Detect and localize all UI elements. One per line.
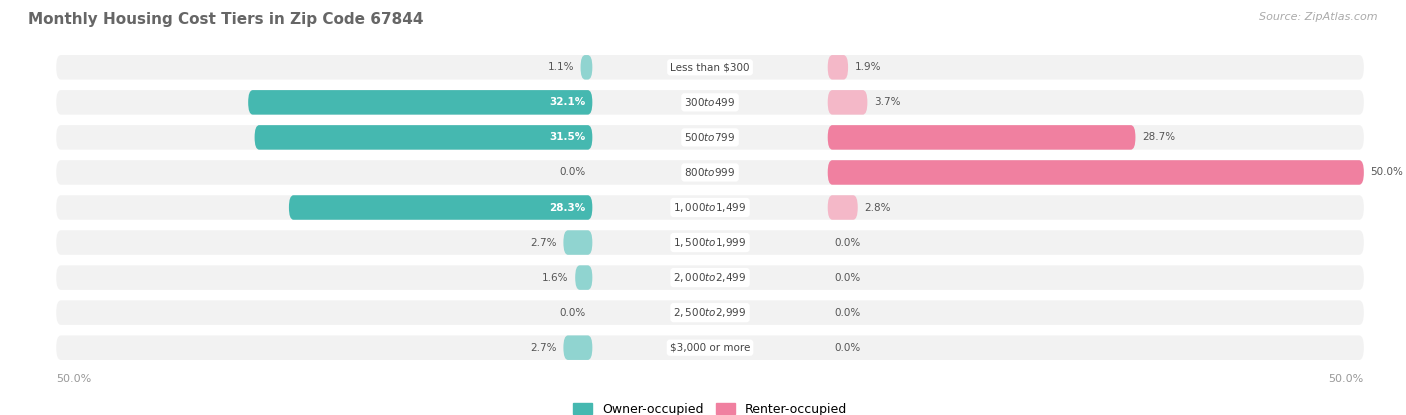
Text: 28.3%: 28.3%: [550, 203, 586, 212]
Text: $3,000 or more: $3,000 or more: [669, 343, 751, 353]
FancyBboxPatch shape: [56, 160, 1364, 185]
Text: 1.6%: 1.6%: [543, 273, 568, 283]
Text: $500 to $799: $500 to $799: [685, 132, 735, 144]
FancyBboxPatch shape: [56, 335, 1364, 360]
FancyBboxPatch shape: [828, 90, 868, 115]
FancyBboxPatch shape: [56, 55, 1364, 80]
FancyBboxPatch shape: [56, 195, 1364, 220]
Text: 0.0%: 0.0%: [834, 237, 860, 247]
FancyBboxPatch shape: [564, 335, 592, 360]
Text: 31.5%: 31.5%: [550, 132, 586, 142]
FancyBboxPatch shape: [249, 90, 592, 115]
Text: 32.1%: 32.1%: [550, 98, 586, 107]
Text: 0.0%: 0.0%: [834, 343, 860, 353]
FancyBboxPatch shape: [828, 125, 1136, 150]
FancyBboxPatch shape: [254, 125, 592, 150]
FancyBboxPatch shape: [828, 195, 858, 220]
Text: 50.0%: 50.0%: [1371, 168, 1403, 178]
Text: Source: ZipAtlas.com: Source: ZipAtlas.com: [1260, 12, 1378, 22]
Text: 2.7%: 2.7%: [530, 237, 557, 247]
Legend: Owner-occupied, Renter-occupied: Owner-occupied, Renter-occupied: [574, 403, 846, 415]
Text: 0.0%: 0.0%: [560, 308, 586, 317]
FancyBboxPatch shape: [56, 90, 1364, 115]
FancyBboxPatch shape: [828, 160, 1364, 185]
Text: $2,000 to $2,499: $2,000 to $2,499: [673, 271, 747, 284]
Text: Less than $300: Less than $300: [671, 62, 749, 72]
Text: 0.0%: 0.0%: [560, 168, 586, 178]
FancyBboxPatch shape: [56, 230, 1364, 255]
Text: 50.0%: 50.0%: [1329, 374, 1364, 384]
Text: $2,500 to $2,999: $2,500 to $2,999: [673, 306, 747, 319]
FancyBboxPatch shape: [56, 300, 1364, 325]
Text: 0.0%: 0.0%: [834, 308, 860, 317]
FancyBboxPatch shape: [564, 230, 592, 255]
Text: 2.7%: 2.7%: [530, 343, 557, 353]
Text: 1.1%: 1.1%: [547, 62, 574, 72]
Text: $800 to $999: $800 to $999: [685, 166, 735, 178]
Text: 1.9%: 1.9%: [855, 62, 882, 72]
FancyBboxPatch shape: [56, 125, 1364, 150]
Text: $1,000 to $1,499: $1,000 to $1,499: [673, 201, 747, 214]
FancyBboxPatch shape: [288, 195, 592, 220]
FancyBboxPatch shape: [581, 55, 592, 80]
Text: 0.0%: 0.0%: [834, 273, 860, 283]
Text: 50.0%: 50.0%: [56, 374, 91, 384]
FancyBboxPatch shape: [575, 265, 592, 290]
Text: Monthly Housing Cost Tiers in Zip Code 67844: Monthly Housing Cost Tiers in Zip Code 6…: [28, 12, 423, 27]
Text: 3.7%: 3.7%: [875, 98, 900, 107]
Text: $1,500 to $1,999: $1,500 to $1,999: [673, 236, 747, 249]
FancyBboxPatch shape: [56, 265, 1364, 290]
Text: $300 to $499: $300 to $499: [685, 96, 735, 108]
Text: 28.7%: 28.7%: [1142, 132, 1175, 142]
FancyBboxPatch shape: [828, 55, 848, 80]
Text: 2.8%: 2.8%: [865, 203, 891, 212]
